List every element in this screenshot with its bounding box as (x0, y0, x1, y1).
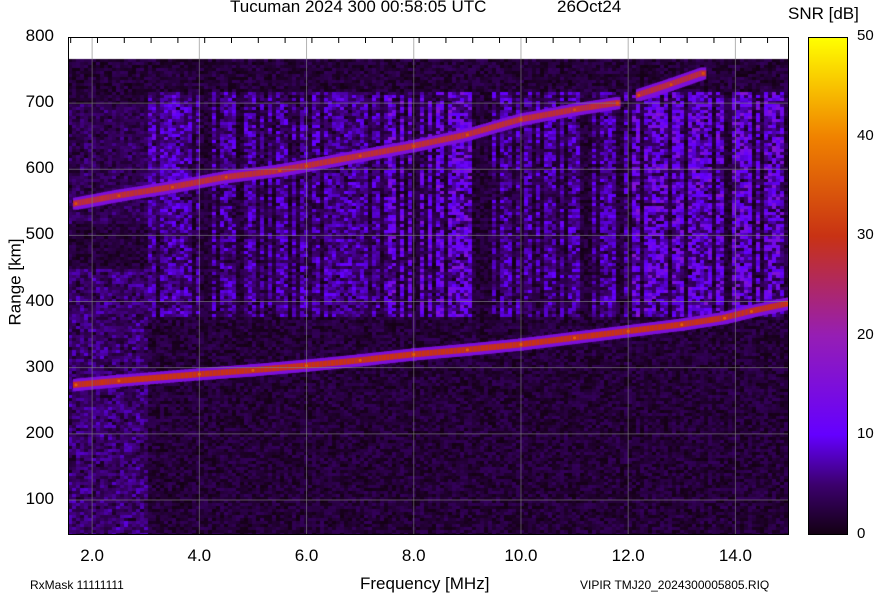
trace-point-first-hop (117, 379, 121, 383)
chart-date: 26Oct24 (557, 0, 622, 16)
x-tick-label: 8.0 (401, 546, 426, 565)
colorbar-tick-label: 0 (857, 525, 866, 542)
y-tick-label: 600 (25, 158, 54, 178)
trace-point-first-hop (519, 343, 523, 347)
y-tick-label: 400 (25, 290, 54, 310)
colorbar (808, 37, 848, 535)
trace-point-second-hop (117, 194, 121, 198)
trace-point-second-hop (305, 164, 309, 168)
trace-point-second-hop (412, 144, 416, 148)
trace-point-first-hop (251, 368, 255, 372)
filename-label: VIPIR TMJ20_2024300005805.RIQ (580, 578, 770, 592)
y-tick-label: 100 (25, 488, 54, 508)
colorbar-tick-label: 40 (857, 126, 874, 144)
trace-point-first-hop (723, 316, 727, 320)
plot-frame (68, 37, 789, 535)
y-axis-label: Range [km] (5, 238, 25, 326)
trace-point-second-hop (519, 118, 523, 122)
trace-point-second-hop-b (669, 83, 673, 87)
trace-point-first-hop (197, 372, 201, 376)
y-tick-label: 200 (25, 422, 54, 442)
trace-point-second-hop (465, 133, 469, 137)
trace-point-second-hop (171, 185, 175, 189)
x-axis-label: Frequency [MHz] (360, 574, 490, 593)
trace-point-second-hop-b (637, 93, 641, 97)
y-tick-label: 700 (25, 92, 54, 112)
trace-point-first-hop (305, 364, 309, 368)
colorbar-title: SNR [dB] (788, 4, 859, 23)
plot-overlay (68, 37, 789, 535)
trace-point-first-hop (680, 323, 684, 327)
trace-point-first-hop (358, 358, 362, 362)
trace-point-second-hop (573, 108, 577, 112)
trace-point-second-hop (615, 101, 619, 105)
x-tick-label: 6.0 (294, 546, 319, 565)
trace-point-first-hop (626, 329, 630, 333)
trace-point-first-hop (573, 336, 577, 340)
rxmask-label: RxMask 11111111 (30, 578, 124, 592)
x-tick-label: 2.0 (80, 546, 104, 565)
x-tick-label: 10.0 (504, 546, 538, 565)
trace-point-first-hop (749, 309, 753, 313)
trace-point-second-hop (74, 202, 78, 206)
colorbar-tick-label: 20 (857, 325, 874, 343)
trace-point-first-hop (412, 352, 416, 356)
trace-point-second-hop (224, 175, 228, 179)
x-tick-label: 4.0 (187, 546, 212, 565)
trace-point-second-hop-b (701, 71, 705, 75)
ionogram-plot (68, 37, 789, 540)
trace-point-first-hop (465, 348, 469, 352)
y-tick-label: 800 (25, 26, 54, 45)
ionogram-heatmap (68, 37, 789, 535)
trace-point-first-hop (74, 383, 78, 387)
x-tick-label: 12.0 (611, 546, 645, 565)
colorbar-tick-label: 50 (857, 27, 874, 44)
colorbar-tick-label: 30 (857, 226, 874, 244)
trace-point-second-hop (278, 169, 282, 173)
colorbar-tick-label: 10 (857, 425, 874, 443)
y-tick-label: 500 (25, 224, 54, 244)
x-tick-label: 14.0 (718, 546, 752, 565)
trace-point-second-hop (358, 154, 362, 158)
chart-title: Tucuman 2024 300 00:58:05 UTC (230, 0, 487, 16)
no-data-band (68, 37, 789, 59)
y-tick-label: 300 (25, 356, 54, 376)
